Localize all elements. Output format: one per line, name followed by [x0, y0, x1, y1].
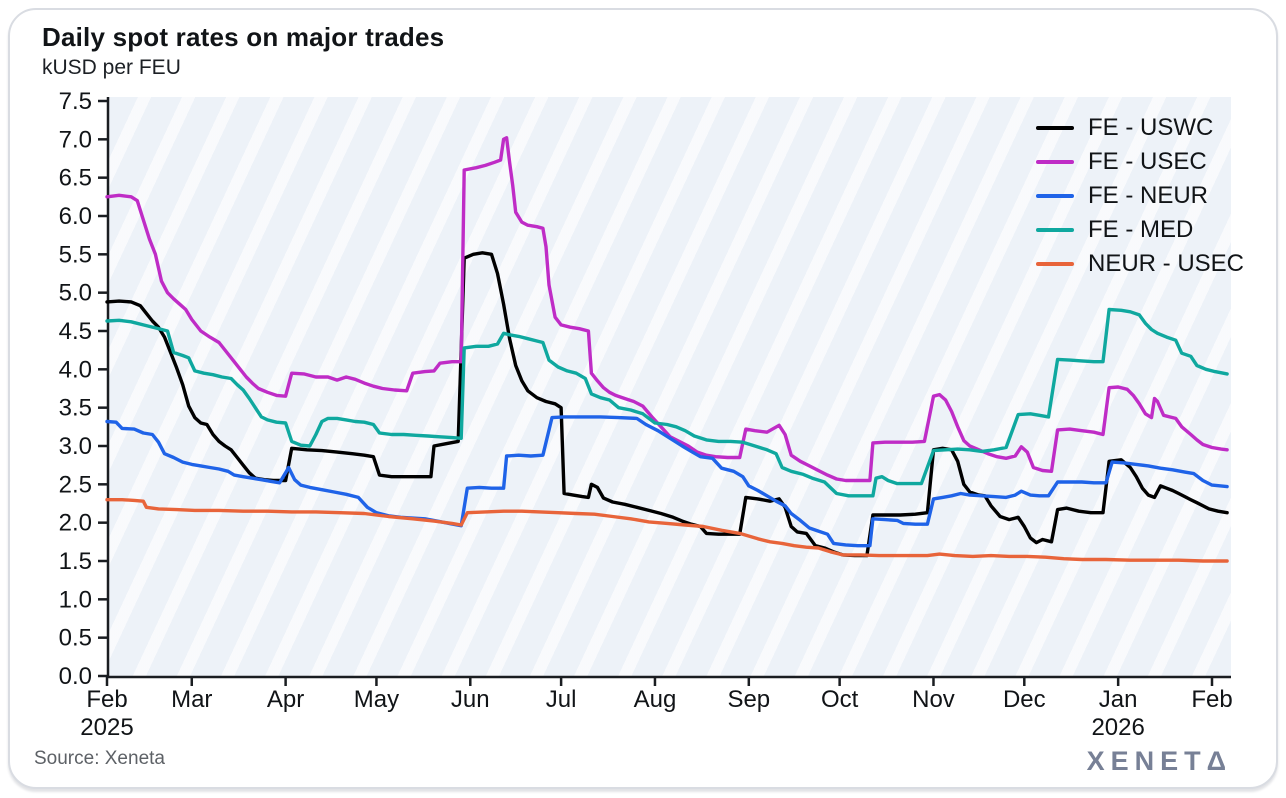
- y-tick-label: 3.5: [59, 395, 92, 422]
- x-tick-label: Apr: [267, 686, 304, 713]
- x-tick-label: Feb: [86, 686, 127, 713]
- series-line-fe-neur: [105, 415, 1229, 548]
- y-axis: 0.0 0.5 1.0 1.5 2.0 2.5 3.0 3.5 4.0 4.5 5.0 5.5 6.0 6…: [59, 88, 110, 690]
- legend-item-fe-med[interactable]: FE - MED: [1036, 213, 1244, 247]
- x-tick-label: Jul: [546, 686, 577, 713]
- y-tick-label: 5.5: [59, 241, 92, 268]
- plot-area-background: [107, 97, 1231, 676]
- legend-label: NEUR - USEC: [1088, 250, 1245, 277]
- series-line-neur-usec: [105, 498, 1229, 563]
- legend-label: FE - USEC: [1088, 148, 1207, 175]
- legend-item-fe-uswc[interactable]: FE - USWC: [1036, 111, 1244, 145]
- y-tick-label: 6.5: [59, 165, 92, 192]
- legend-swatch-fe-neur: [1036, 194, 1074, 198]
- source-note: Source: Xeneta: [34, 748, 165, 769]
- x-tick-label: Aug: [634, 686, 677, 713]
- x-tick-label: Mar: [171, 686, 212, 713]
- x-tick-label: Sep: [727, 686, 770, 713]
- x-tick-label: Nov: [912, 686, 955, 713]
- y-tick-label: 4.0: [59, 356, 92, 383]
- y-tick-label: 2.5: [59, 471, 92, 498]
- logo-triangle-glyph: Δ: [1206, 746, 1226, 776]
- y-tick-label: 1.5: [59, 548, 92, 575]
- y-tick-label: 3.0: [59, 433, 92, 460]
- legend-swatch-fe-med: [1036, 228, 1074, 232]
- legend-swatch-neur-usec: [1036, 262, 1074, 266]
- x-tick-label: May: [354, 686, 399, 713]
- y-tick-label: 1.0: [59, 586, 92, 613]
- legend-swatch-fe-uswc: [1036, 126, 1074, 130]
- legend-item-neur-usec[interactable]: NEUR - USEC: [1036, 247, 1244, 281]
- legend-item-fe-neur[interactable]: FE - NEUR: [1036, 179, 1244, 213]
- legend-label: FE - USWC: [1088, 114, 1214, 141]
- legend-swatch-fe-usec: [1036, 160, 1074, 164]
- x-tick-year-label: 2026: [1091, 714, 1144, 741]
- series-line-fe-med: [105, 307, 1229, 498]
- y-tick-label: 0.5: [59, 625, 92, 652]
- x-tick-year-label: 2025: [80, 714, 133, 741]
- y-tick-label: 2.0: [59, 510, 92, 537]
- y-tick-label: 7.0: [59, 126, 92, 153]
- x-tick-label: Dec: [1003, 686, 1046, 713]
- x-tick-label: Oct: [821, 686, 859, 713]
- y-tick-label: 6.0: [59, 203, 92, 230]
- y-tick-label: 5.0: [59, 280, 92, 307]
- y-tick-label: 7.5: [59, 88, 92, 115]
- x-tick-label: Jan: [1099, 686, 1138, 713]
- y-tick-label: 4.5: [59, 318, 92, 345]
- legend-item-fe-usec[interactable]: FE - USEC: [1036, 145, 1244, 179]
- chart-subtitle: kUSD per FEU: [42, 56, 181, 79]
- y-tick-label: 0.0: [59, 663, 92, 690]
- chart-title: Daily spot rates on major trades: [42, 22, 445, 52]
- series-line-fe-usec: [105, 136, 1229, 483]
- legend-label: FE - NEUR: [1088, 182, 1208, 209]
- logo-text: XENET: [1086, 746, 1207, 776]
- chart-legend: FE - USWC FE - USEC FE - NEUR FE - MED NEUR …: [1036, 111, 1244, 281]
- xeneta-logo: XENETΔ: [1087, 746, 1226, 777]
- x-tick-label: Jun: [451, 686, 490, 713]
- legend-label: FE - MED: [1088, 216, 1194, 243]
- x-tick-label: Feb: [1191, 686, 1232, 713]
